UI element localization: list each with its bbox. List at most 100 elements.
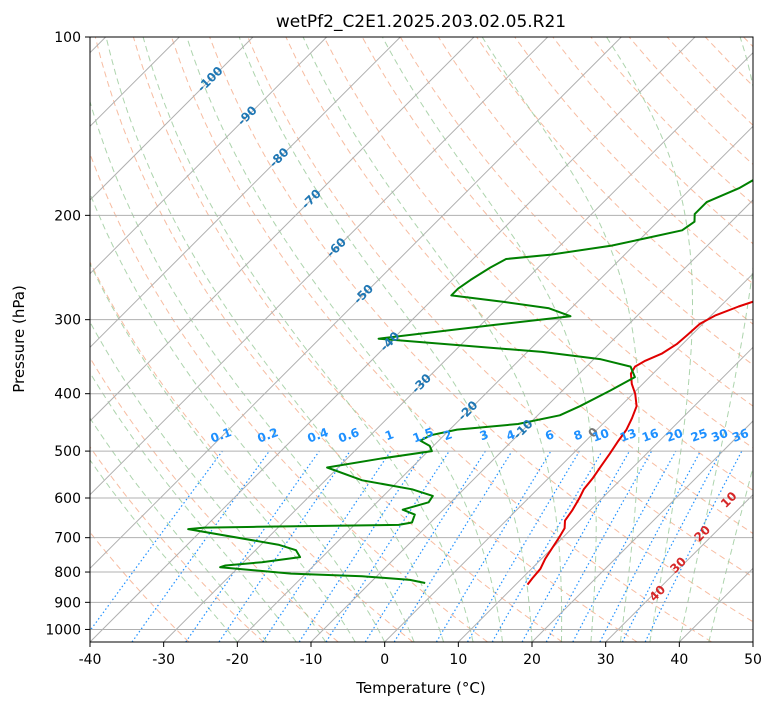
mixing-ratio-lines	[90, 450, 743, 642]
moist-adiabat-line	[90, 321, 327, 642]
plot-frame	[89, 36, 754, 643]
y-tick-label: 400	[54, 387, 81, 403]
x-tick-label: 30	[597, 652, 615, 668]
mixing-ratio-label: 30	[709, 426, 729, 445]
mixing-ratio-label: 0.1	[209, 425, 234, 445]
isotherm-line	[90, 37, 254, 201]
moist-adiabat-line	[481, 37, 640, 642]
isotherm-line	[163, 51, 753, 642]
mixing-ratio-label: 1.5	[411, 425, 436, 445]
mixing-ratio-line	[185, 450, 320, 642]
mixing-ratio-label: 13	[618, 426, 638, 445]
grid-lines	[90, 37, 753, 630]
moist-adiabat-line	[90, 192, 386, 642]
mixing-ratio-labels: 0.1 0.2 0.4 0.6 1 1.5 2 3 4 6 8 10 13 16 20 25 30 36	[209, 425, 751, 445]
isotherm-line	[605, 493, 753, 642]
dry-adiabat-line	[247, 37, 753, 578]
moist-adiabat-line	[90, 371, 297, 642]
moist-adiabat-line	[678, 37, 753, 642]
dry-adiabat-line	[171, 37, 712, 642]
x-tick-label: -40	[79, 652, 102, 668]
isotherm-line	[531, 420, 753, 642]
y-tick-label: 100	[54, 30, 81, 46]
mixing-ratio-line	[262, 450, 392, 642]
mixing-ratio-line	[572, 450, 677, 642]
moist-adiabat-line	[142, 37, 474, 642]
mixing-ratio-line	[218, 450, 351, 642]
y-axis-title: Pressure (hPa)	[10, 285, 28, 393]
dry-adiabat-line	[476, 37, 753, 325]
mixing-ratio-line	[325, 450, 450, 642]
y-tick-label: 900	[54, 595, 81, 611]
mixing-ratio-line	[393, 450, 513, 642]
y-tick-label: 1000	[45, 622, 81, 638]
moist-adiabat-line	[238, 37, 533, 642]
moist-adiabat-line	[606, 37, 693, 642]
isotherm-line	[457, 346, 753, 642]
mixing-ratio-label: 36	[730, 426, 750, 445]
moist-adiabat-line	[90, 417, 268, 642]
dry-adiabat-line	[90, 260, 414, 642]
moist-adiabat-line	[90, 459, 238, 642]
moist-adiabat-line	[90, 262, 356, 642]
x-axis-title: Temperature (°C)	[355, 679, 485, 697]
mixing-ratio-label: 0.4	[306, 425, 331, 445]
isotherm-line	[310, 199, 753, 642]
y-tick-label: 800	[54, 565, 81, 581]
mixing-ratio-line	[90, 450, 223, 632]
y-tick-label: 700	[54, 531, 81, 547]
x-tick-label: 10	[449, 652, 467, 668]
moist-adiabat-line	[302, 37, 563, 642]
mixing-ratio-label: 10	[591, 426, 611, 445]
mixing-ratio-label: 20	[664, 426, 684, 445]
mixing-ratio-line	[644, 450, 743, 642]
dry-adiabats	[90, 37, 753, 642]
y-tick-label: 500	[54, 444, 81, 460]
x-axis: -40 -30 -20 -10 0 10 20 30 40 50	[79, 642, 762, 668]
dry-adiabat-line	[285, 37, 753, 535]
isotherm-line	[90, 37, 622, 570]
x-tick-label: -10	[300, 652, 323, 668]
moist-adiabat-line	[381, 37, 597, 642]
dewpoint-line	[187, 179, 753, 584]
mixing-ratio-line	[545, 450, 653, 642]
dry-adiabat-line	[94, 37, 563, 642]
dry-adiabat-line	[90, 356, 339, 642]
mixing-ratio-line	[131, 450, 270, 642]
x-tick-label: -20	[226, 652, 249, 668]
moist-adiabat-line	[186, 37, 503, 642]
y-tick-label: 600	[54, 491, 81, 507]
x-tick-label: 50	[744, 652, 762, 668]
y-tick-label: 200	[54, 208, 81, 224]
temperature-line	[526, 300, 753, 586]
y-axis: 100 200 300 400 500 600 700 800 900 1000	[45, 30, 90, 638]
moist-adiabat-line	[708, 465, 753, 642]
isotherm-line	[384, 272, 753, 642]
dry-adiabat-line	[323, 37, 753, 491]
isotherm-line	[90, 37, 328, 275]
dry-adiabat-line	[90, 446, 264, 642]
mixing-ratio-label: 0.6	[336, 425, 361, 445]
dry-adiabat-line	[514, 37, 753, 285]
moist-adiabat-line	[105, 37, 445, 642]
x-tick-label: 40	[670, 652, 688, 668]
x-tick-label: 20	[523, 652, 541, 668]
mixing-ratio-label: 16	[640, 426, 660, 445]
mixing-ratio-label: 25	[689, 426, 709, 445]
isotherm-line	[90, 37, 401, 349]
series-lines	[187, 179, 753, 586]
mixing-ratio-label: 0.2	[256, 425, 281, 445]
isotherms	[90, 37, 753, 642]
y-tick-label: 300	[54, 313, 81, 329]
x-tick-label: -30	[152, 652, 175, 668]
dry-adiabat-line	[209, 37, 753, 623]
isotherm-line	[90, 37, 475, 422]
isotherm-line	[90, 37, 549, 496]
x-tick-label: 0	[380, 652, 389, 668]
chart-title: wetPf2_C2E1.2025.203.02.05.R21	[276, 12, 566, 32]
dry-adiabat-line	[132, 37, 638, 642]
isotherm-line	[236, 125, 753, 642]
mixing-ratio-line	[521, 450, 631, 642]
